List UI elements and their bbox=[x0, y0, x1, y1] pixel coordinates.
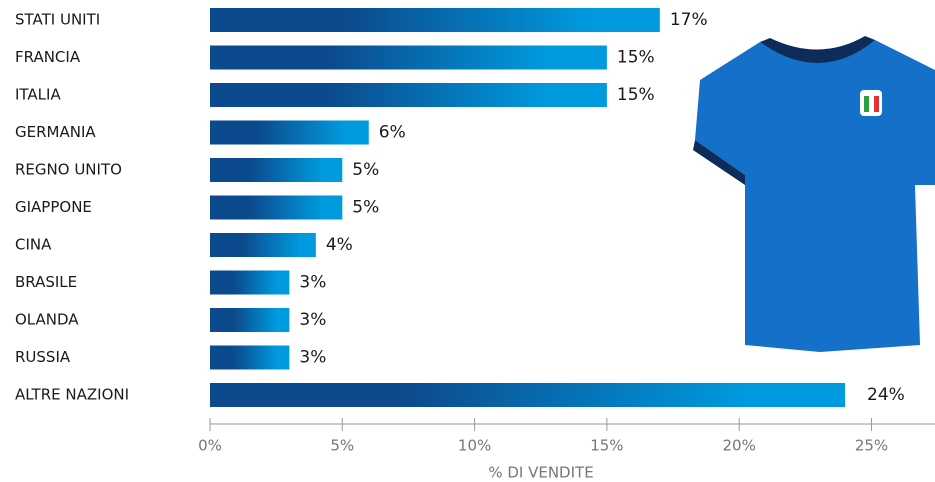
bar bbox=[210, 158, 343, 182]
value-label: 17% bbox=[670, 10, 708, 30]
category-label: ITALIA bbox=[15, 86, 61, 104]
x-tick-label: 25% bbox=[855, 437, 888, 455]
bar bbox=[210, 45, 607, 70]
category-label: CINA bbox=[15, 236, 52, 254]
bar bbox=[210, 83, 607, 107]
category-label: ALTRE NAZIONI bbox=[15, 386, 129, 404]
value-label: 5% bbox=[352, 160, 379, 180]
x-tick-label: 20% bbox=[723, 437, 756, 455]
category-label: OLANDA bbox=[15, 311, 79, 329]
value-label: 15% bbox=[617, 48, 655, 68]
category-label: BRASILE bbox=[15, 273, 77, 291]
value-label: 3% bbox=[299, 273, 326, 293]
bar bbox=[210, 270, 290, 295]
x-tick-label: 10% bbox=[458, 437, 491, 455]
bar bbox=[210, 308, 290, 332]
bar bbox=[210, 345, 290, 370]
value-label: 15% bbox=[617, 85, 655, 105]
value-label: 3% bbox=[299, 310, 326, 330]
value-label: 6% bbox=[379, 123, 406, 143]
value-label: 24% bbox=[867, 385, 905, 405]
category-label: STATI UNITI bbox=[15, 11, 100, 29]
category-label: GIAPPONE bbox=[15, 198, 92, 216]
bar bbox=[210, 120, 369, 145]
jersey-image bbox=[693, 36, 935, 352]
category-label: RUSSIA bbox=[15, 348, 71, 366]
bar bbox=[210, 233, 316, 257]
x-tick-label: 15% bbox=[590, 437, 623, 455]
x-axis-label: % DI VENDITE bbox=[488, 464, 593, 482]
category-label: FRANCIA bbox=[15, 48, 81, 66]
value-label: 4% bbox=[326, 235, 353, 255]
x-tick-label: 5% bbox=[330, 437, 354, 455]
value-label: 5% bbox=[352, 198, 379, 218]
x-tick-label: 0% bbox=[198, 437, 222, 455]
category-label: GERMANIA bbox=[15, 123, 96, 141]
bar bbox=[210, 383, 846, 407]
category-label: REGNO UNITO bbox=[15, 161, 122, 179]
value-label: 3% bbox=[299, 348, 326, 368]
bar bbox=[210, 195, 343, 220]
bar bbox=[210, 8, 660, 32]
